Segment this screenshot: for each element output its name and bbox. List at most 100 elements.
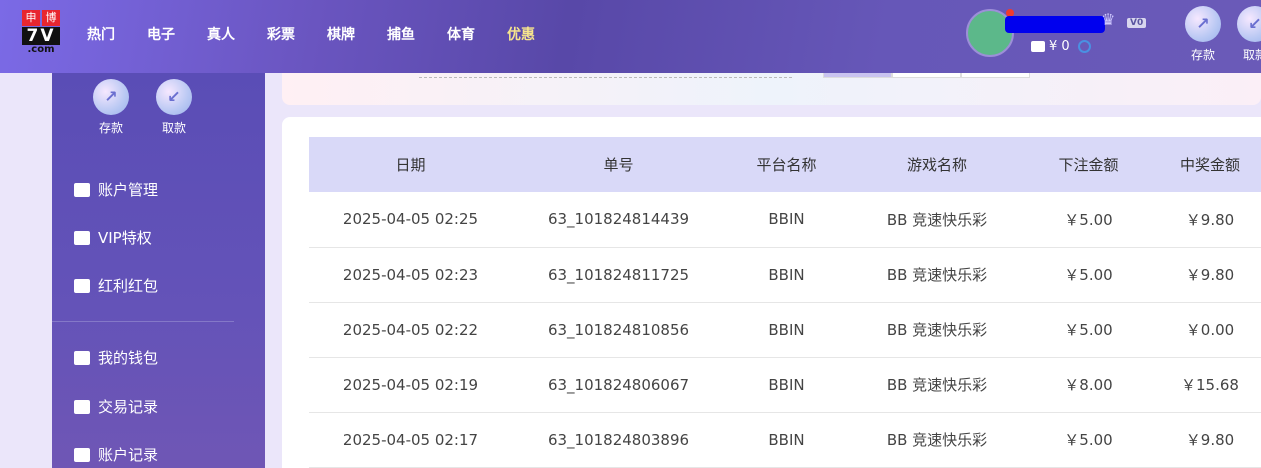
filter-tab[interactable] [823, 73, 892, 78]
withdraw-icon: ↙ [156, 79, 192, 115]
table-cell: 63_101824811725 [512, 247, 725, 303]
table-cell: BB 竞速快乐彩 [848, 412, 1026, 468]
table-cell: ￥0.00 [1151, 302, 1261, 358]
withdraw-label: 取款 [1242, 48, 1261, 62]
nav-lottery[interactable]: 彩票 [267, 27, 295, 43]
table-cell: BBIN [725, 357, 848, 413]
envelope-icon [74, 278, 90, 293]
table-cell: BBIN [725, 302, 848, 358]
divider [52, 321, 234, 322]
table-cell: ￥9.80 [1151, 247, 1261, 303]
withdraw-icon: ↙ [1237, 6, 1261, 42]
nav-electronic[interactable]: 电子 [147, 27, 175, 43]
logo[interactable]: 申博 7V .com [22, 10, 60, 57]
table-row: 2025-04-05 02:17 63_101824803896 BBIN BB 竞速… [309, 412, 1261, 468]
sidebar-item-account[interactable]: 账户管理 [74, 179, 158, 200]
table-cell: 63_101824810856 [512, 302, 725, 358]
sidebar-item-label: VIP特权 [98, 229, 152, 247]
sidebar-deposit-button[interactable]: ↗ 存款 [86, 79, 136, 136]
sidebar-item-label: 红利红包 [98, 277, 159, 295]
table-cell: ￥5.00 [1026, 247, 1151, 303]
table-cell: ￥5.00 [1026, 192, 1151, 248]
top-bar: 申博 7V .com 热门 电子 真人 彩票 棋牌 捕鱼 体育 优惠 ♛ V0 … [0, 0, 1261, 73]
table-cell: ￥5.00 [1026, 412, 1151, 468]
sidebar-withdraw-button[interactable]: ↙ 取款 [149, 79, 199, 136]
table-cell: BBIN [725, 192, 848, 248]
nav-hot[interactable]: 热门 [87, 27, 115, 43]
sidebar-item-wallet[interactable]: 我的钱包 [74, 347, 158, 368]
nav-cards[interactable]: 棋牌 [327, 27, 355, 43]
nav-live[interactable]: 真人 [207, 27, 235, 43]
table-cell: ￥8.00 [1026, 357, 1151, 413]
crown-icon: ♛ [1101, 10, 1116, 29]
logo-text: 7V [22, 27, 60, 45]
column-header: 单号 [512, 137, 725, 192]
logo-text: 博 [42, 10, 60, 26]
table-cell: 2025-04-05 02:22 [309, 302, 512, 358]
table-cell: ￥9.80 [1151, 412, 1261, 468]
table-header: 日期 单号 平台名称 游戏名称 下注金额 中奖金额 [309, 137, 1261, 192]
table-cell: 2025-04-05 02:19 [309, 357, 512, 413]
card-icon [74, 182, 90, 197]
table-row: 2025-04-05 02:19 63_101824806067 BBIN BB 竞速… [309, 357, 1261, 413]
withdraw-button[interactable]: ↙ 取款 [1230, 6, 1261, 63]
sidebar-item-bonus[interactable]: 红利红包 [74, 275, 158, 296]
refresh-icon[interactable] [1077, 40, 1091, 53]
table-cell: 2025-04-05 02:23 [309, 247, 512, 303]
deposit-label: 存款 [98, 121, 123, 135]
filter-tab[interactable] [961, 73, 1030, 78]
sidebar-item-account-records[interactable]: 账户记录 [74, 444, 158, 465]
notification-dot [1006, 9, 1014, 17]
column-header: 日期 [309, 137, 512, 192]
sidebar-item-transactions[interactable]: 交易记录 [74, 396, 158, 417]
table-row: 2025-04-05 02:22 63_101824810856 BBIN BB 竞速… [309, 302, 1261, 358]
table-cell: 63_101824806067 [512, 357, 725, 413]
table-cell: ￥15.68 [1151, 357, 1261, 413]
table-cell: 2025-04-05 02:17 [309, 412, 512, 468]
sidebar: ↗ 存款 ↙ 取款 账户管理 VIP特权 红利红包 我的钱包 交易记录 账户记录 [52, 73, 265, 468]
table-cell: BB 竞速快乐彩 [848, 247, 1026, 303]
logo-text: 申 [22, 10, 40, 26]
filter-panel [282, 73, 1261, 105]
deposit-label: 存款 [1190, 48, 1215, 62]
table-cell: 2025-04-05 02:25 [309, 192, 512, 248]
main-nav: 热门 电子 真人 彩票 棋牌 捕鱼 体育 优惠 [87, 24, 567, 44]
table-row: 2025-04-05 02:23 63_101824811725 BBIN BB 竞速… [309, 247, 1261, 303]
table-cell: BBIN [725, 247, 848, 303]
wallet-icon [74, 350, 90, 365]
sidebar-item-vip[interactable]: VIP特权 [74, 227, 152, 248]
nav-promotions[interactable]: 优惠 [507, 27, 535, 43]
table-cell: ￥9.80 [1151, 192, 1261, 248]
table-cell: BB 竞速快乐彩 [848, 192, 1026, 248]
wallet-icon [1031, 41, 1045, 52]
divider [419, 77, 792, 78]
sidebar-item-label: 账户管理 [98, 181, 159, 199]
sidebar-item-label: 我的钱包 [98, 349, 159, 367]
table-cell: 63_101824803896 [512, 412, 725, 468]
table-cell: BB 竞速快乐彩 [848, 302, 1026, 358]
sidebar-item-label: 交易记录 [98, 398, 159, 416]
column-header: 中奖金额 [1151, 137, 1261, 192]
nav-fishing[interactable]: 捕鱼 [387, 27, 415, 43]
document-icon [74, 399, 90, 414]
filter-tabs [823, 73, 1030, 78]
table-cell: BB 竞速快乐彩 [848, 357, 1026, 413]
balance-value: ¥ 0 [1049, 39, 1070, 54]
sidebar-item-label: 账户记录 [98, 446, 159, 464]
vip-badge: V0 [1127, 18, 1147, 28]
table-cell: 63_101824814439 [512, 192, 725, 248]
balance: ¥ 0 [1031, 39, 1091, 54]
deposit-icon: ↗ [1185, 6, 1221, 42]
nav-sports[interactable]: 体育 [447, 27, 475, 43]
bet-records-table: 日期 单号 平台名称 游戏名称 下注金额 中奖金额 2025-04-05 02:… [309, 137, 1261, 468]
withdraw-label: 取款 [161, 121, 186, 135]
diamond-icon [74, 230, 90, 245]
records-panel: 日期 单号 平台名称 游戏名称 下注金额 中奖金额 2025-04-05 02:… [282, 117, 1261, 468]
table-cell: BBIN [725, 412, 848, 468]
redacted-username [1005, 16, 1105, 33]
table-row: 2025-04-05 02:25 63_101824814439 BBIN BB 竞速… [309, 192, 1261, 248]
deposit-button[interactable]: ↗ 存款 [1178, 6, 1228, 63]
column-header: 游戏名称 [848, 137, 1026, 192]
filter-tab[interactable] [892, 73, 961, 78]
table-cell: ￥5.00 [1026, 302, 1151, 358]
